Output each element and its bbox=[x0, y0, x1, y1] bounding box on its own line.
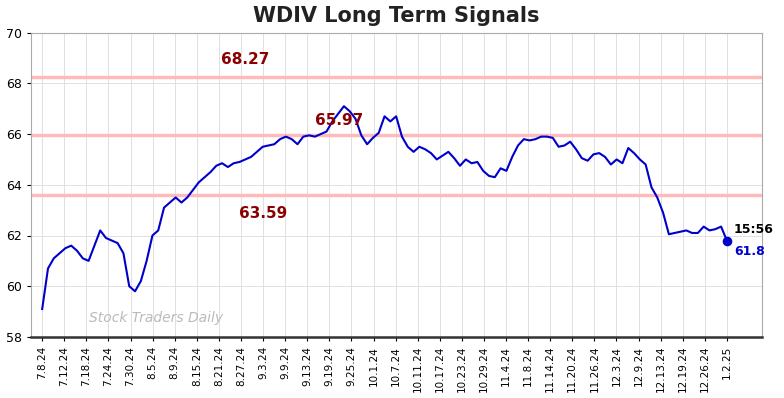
Title: WDIV Long Term Signals: WDIV Long Term Signals bbox=[253, 6, 539, 25]
Text: 65.97: 65.97 bbox=[315, 113, 363, 128]
Text: 63.59: 63.59 bbox=[238, 206, 287, 221]
Text: 61.8: 61.8 bbox=[734, 246, 764, 258]
Text: 68.27: 68.27 bbox=[221, 52, 270, 67]
Text: Stock Traders Daily: Stock Traders Daily bbox=[89, 311, 223, 325]
Point bbox=[720, 237, 733, 244]
Text: 15:56: 15:56 bbox=[734, 222, 774, 236]
